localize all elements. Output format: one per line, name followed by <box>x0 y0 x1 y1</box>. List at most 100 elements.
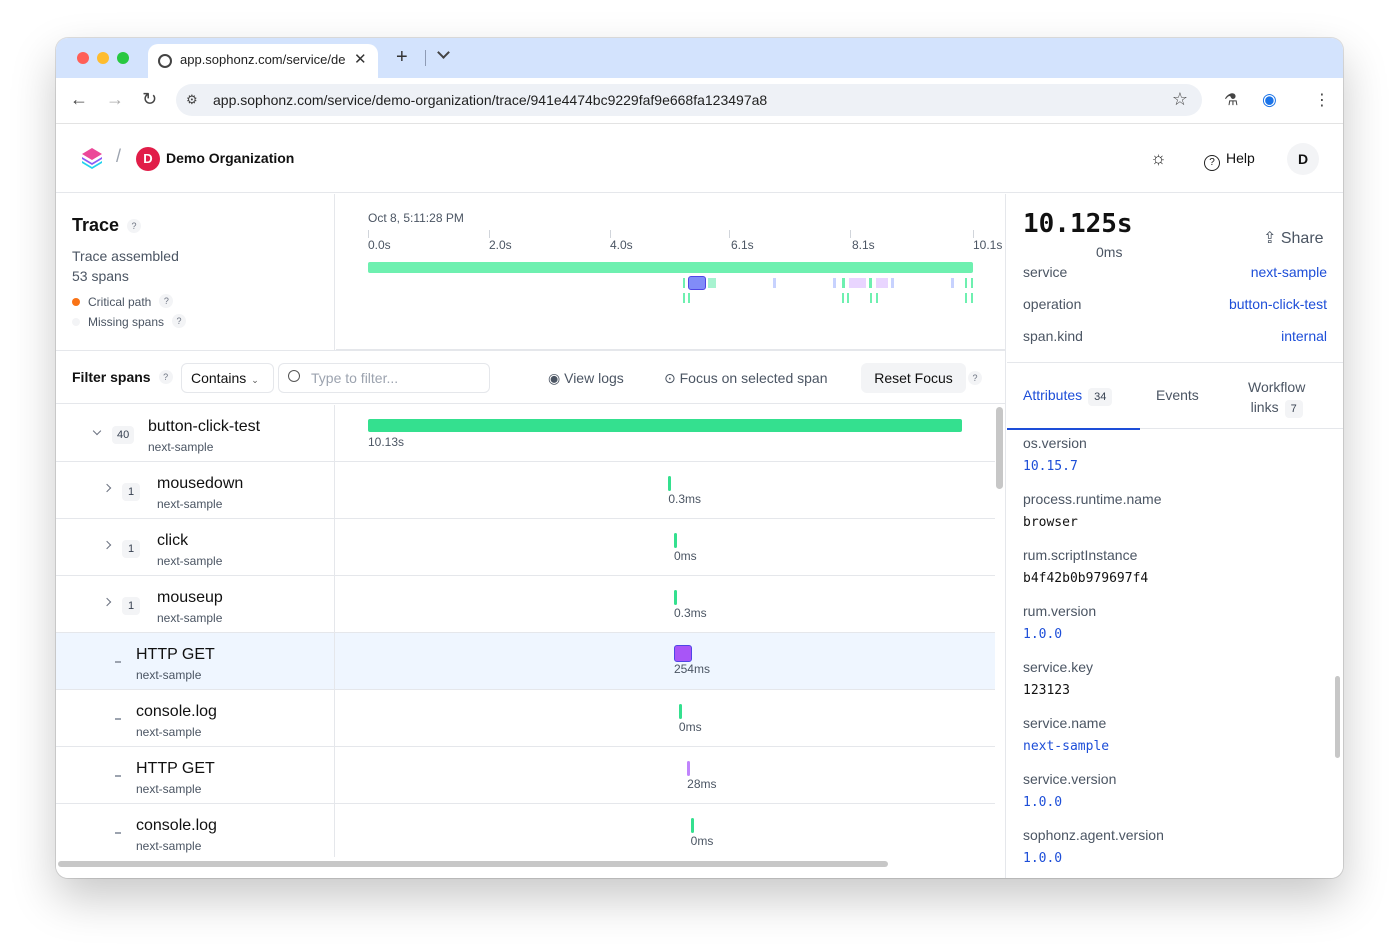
span-row-label[interactable]: 1 mouseup next-sample <box>56 576 335 632</box>
trace-minimap[interactable]: Oct 8, 5:11:28 PM 0.0s 2.0s 4.0s 6.1s 8.… <box>336 194 1006 350</box>
tab-events[interactable]: Events <box>1156 387 1199 403</box>
child-count-badge: 1 <box>122 483 140 501</box>
browser-tab[interactable]: app.sophonz.com/service/demo-organizatio… <box>148 44 378 78</box>
reset-focus-button[interactable]: Reset Focus <box>861 363 966 393</box>
attribute-value[interactable]: b4f42b0b979697f4 <box>1023 571 1149 586</box>
focus-selected-span-button[interactable]: ⊙ Focus on selected span <box>664 370 828 387</box>
span-row[interactable]: HTTP GET next-sample 28ms <box>56 747 995 804</box>
span-bar[interactable] <box>673 533 677 548</box>
span-row-timeline[interactable]: 28ms <box>336 747 995 803</box>
span-bar[interactable] <box>673 645 692 662</box>
chevron-down-icon[interactable] <box>92 426 102 436</box>
attribute-value[interactable]: 10.15.7 <box>1023 459 1078 474</box>
filter-help-icon[interactable]: ? <box>158 370 173 384</box>
span-list-vertical-scrollbar[interactable] <box>996 407 1003 489</box>
tab-close-icon[interactable]: ✕ <box>354 51 367 68</box>
minimize-window-button[interactable] <box>97 52 109 64</box>
share-button[interactable]: ⇪ Share <box>1263 228 1324 248</box>
chevron-right-icon[interactable] <box>102 540 112 550</box>
span-bar[interactable] <box>690 818 694 833</box>
filter-input[interactable] <box>278 363 490 393</box>
span-row-timeline[interactable]: 0ms <box>336 519 995 575</box>
sophonz-logo-icon[interactable] <box>80 146 104 170</box>
attribute-value[interactable]: 123123 <box>1023 683 1070 698</box>
back-arrow-icon[interactable]: ← <box>70 89 88 109</box>
tab-search-chevron-icon[interactable] <box>437 46 450 59</box>
span-row-label[interactable]: console.log next-sample <box>56 804 335 857</box>
legend-missing-label: Missing spans <box>88 315 165 329</box>
attribute-value[interactable]: browser <box>1023 515 1078 530</box>
address-bar[interactable]: ⚙ app.sophonz.com/service/demo-organizat… <box>176 84 1202 116</box>
labs-flask-icon[interactable]: ⚗ <box>1224 92 1239 109</box>
minimap-span-mark <box>971 278 973 288</box>
span-row[interactable]: 1 click next-sample 0ms <box>56 519 995 576</box>
tab-attributes[interactable]: Attributes 34 <box>1023 387 1113 406</box>
span-list-horizontal-scrollbar[interactable] <box>58 861 888 867</box>
span-row[interactable]: 40 button-click-test next-sample 10.13s <box>56 405 995 462</box>
detail-field-value[interactable]: internal <box>1281 328 1327 344</box>
forward-arrow-icon[interactable]: → <box>106 89 124 109</box>
maximize-window-button[interactable] <box>117 52 129 64</box>
span-bar[interactable] <box>678 704 682 719</box>
reload-icon[interactable]: ↻ <box>142 89 158 109</box>
span-row[interactable]: 1 mousedown next-sample 0.3ms <box>56 462 995 519</box>
attribute-value[interactable]: next-sample <box>1023 739 1110 754</box>
filter-mode-value: Contains <box>191 370 247 386</box>
attributes-scrollbar[interactable] <box>1335 676 1340 758</box>
detail-field-value[interactable]: next-sample <box>1250 264 1327 280</box>
theme-toggle-sun-icon[interactable]: ☼ <box>1150 148 1167 168</box>
span-row[interactable]: 1 mouseup next-sample 0.3ms <box>56 576 995 633</box>
filter-mode-select[interactable]: Contains ⌄ <box>181 363 274 393</box>
user-avatar[interactable]: D <box>1287 143 1319 175</box>
help-button[interactable]: ? Help <box>1204 150 1255 171</box>
bookmark-star-icon[interactable]: ☆ <box>1171 89 1188 109</box>
url-text[interactable]: app.sophonz.com/service/demo-organizatio… <box>213 92 768 108</box>
chevron-right-icon[interactable] <box>102 597 112 607</box>
close-window-button[interactable] <box>77 52 89 64</box>
span-row-timeline[interactable]: 254ms <box>336 633 995 689</box>
trace-help-icon[interactable]: ? <box>127 219 142 233</box>
missing-spans-help-icon[interactable]: ? <box>172 314 187 328</box>
browser-menu-icon[interactable]: ⋮ <box>1314 92 1330 109</box>
span-row-timeline[interactable]: 0.3ms <box>336 576 995 632</box>
trace-panel: Trace? Trace assembled 53 spans Critical… <box>56 194 1006 878</box>
span-bar[interactable] <box>368 419 962 432</box>
minimap-tick-label: 8.1s <box>852 238 875 252</box>
org-avatar[interactable]: D <box>136 147 160 171</box>
detail-field-value[interactable]: button-click-test <box>1228 296 1327 312</box>
span-row-timeline[interactable]: 0.3ms <box>336 462 995 518</box>
span-row-label[interactable]: HTTP GET next-sample <box>56 633 335 689</box>
attribute-value[interactable]: 1.0.0 <box>1023 795 1063 810</box>
focus-help-icon[interactable]: ? <box>968 371 982 385</box>
minimap-viewport-handle[interactable] <box>688 276 706 290</box>
site-settings-icon[interactable]: ⚙ <box>186 92 198 107</box>
tab-attributes-count: 34 <box>1088 388 1113 406</box>
span-row-label[interactable]: 40 button-click-test next-sample <box>56 405 335 461</box>
org-name[interactable]: Demo Organization <box>166 150 295 166</box>
span-row-label[interactable]: 1 click next-sample <box>56 519 335 575</box>
span-row[interactable]: console.log next-sample 0ms <box>56 690 995 747</box>
view-logs-button[interactable]: ◉ View logs <box>548 370 624 387</box>
span-row[interactable]: HTTP GET next-sample 254ms <box>56 633 995 690</box>
critical-path-help-icon[interactable]: ? <box>159 294 174 308</box>
profile-icon[interactable]: ◉ <box>1262 90 1277 109</box>
attribute-key: service.key <box>1023 659 1094 675</box>
span-bar[interactable] <box>687 761 691 776</box>
leaf-dash-icon <box>115 832 121 834</box>
span-row-label[interactable]: 1 mousedown next-sample <box>56 462 335 518</box>
span-bar[interactable] <box>668 476 672 491</box>
span-row-timeline[interactable]: 0ms <box>336 804 995 857</box>
breadcrumb-separator: / <box>116 146 122 166</box>
span-bar[interactable] <box>673 590 677 605</box>
span-row-timeline[interactable]: 0ms <box>336 690 995 746</box>
new-tab-icon[interactable]: + <box>396 46 408 68</box>
span-row-timeline[interactable]: 10.13s <box>336 405 995 461</box>
attribute-value[interactable]: 1.0.0 <box>1023 851 1063 866</box>
span-row[interactable]: console.log next-sample 0ms <box>56 804 995 857</box>
app-header: / D Demo Organization ☼ ? Help D <box>56 124 1343 193</box>
span-row-label[interactable]: console.log next-sample <box>56 690 335 746</box>
attribute-value[interactable]: 1.0.0 <box>1023 627 1063 642</box>
tab-workflow-links[interactable]: Workflow links 7 <box>1248 377 1305 418</box>
chevron-right-icon[interactable] <box>102 483 112 493</box>
span-row-label[interactable]: HTTP GET next-sample <box>56 747 335 803</box>
